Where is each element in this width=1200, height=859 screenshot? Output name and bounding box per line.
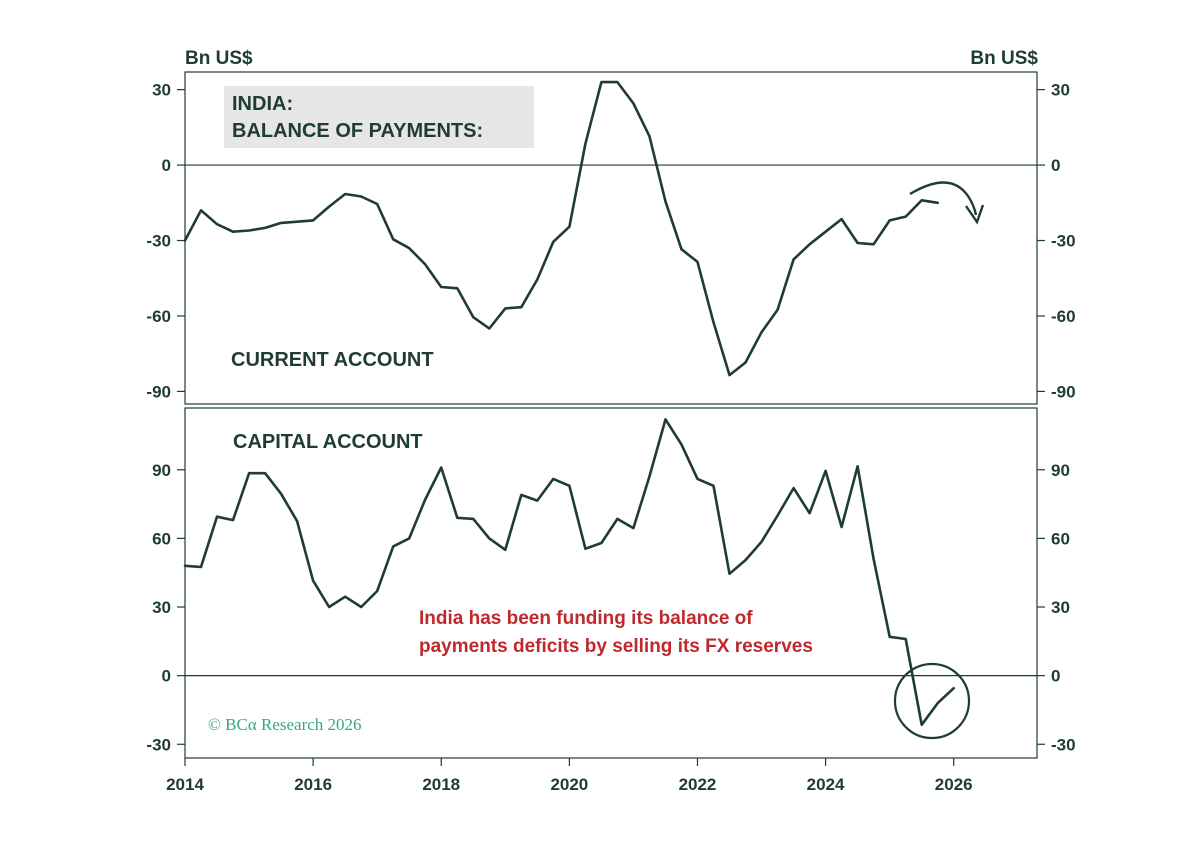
axis-ticks: 30 30 0 0 -30 -30 -60 -60 -90 -90 90 90 60 60 30 30 0 0 -3…: [146, 81, 1075, 794]
x-tick-label: 2020: [550, 775, 588, 794]
y-tick-label-left: 0: [162, 156, 171, 175]
y-tick-label-right: 30: [1051, 81, 1070, 100]
right-unit-label: Bn US$: [970, 48, 1038, 69]
y-tick-label-right: -30: [1051, 735, 1076, 754]
y-tick-label-right: -30: [1051, 232, 1076, 251]
y-tick-label-right: 0: [1051, 156, 1060, 175]
x-tick-label: 2014: [166, 775, 204, 794]
y-tick-label-left: -90: [146, 382, 171, 401]
x-tick-label: 2018: [422, 775, 460, 794]
left-unit-label: Bn US$: [185, 48, 253, 69]
y-tick-label-left: -60: [146, 307, 171, 326]
y-tick-label-right: -60: [1051, 307, 1076, 326]
chart-title-box: [224, 86, 534, 148]
source-credit: © BCα Research 2026: [208, 715, 362, 734]
annotation-line-2: payments deficits by selling its FX rese…: [419, 636, 813, 657]
y-tick-label-left: 0: [162, 667, 171, 686]
x-tick-label: 2026: [935, 775, 973, 794]
series-lines: [183, 80, 956, 727]
y-tick-label-left: 60: [152, 529, 171, 548]
y-tick-label-right: 60: [1051, 529, 1070, 548]
y-tick-label-left: 30: [152, 81, 171, 100]
y-tick-label-right: 90: [1051, 461, 1070, 480]
y-tick-label-left: -30: [146, 735, 171, 754]
capital-account-panel: [184, 407, 1038, 759]
chart-title-line-1: INDIA:: [232, 93, 293, 115]
x-tick-label: 2022: [679, 775, 717, 794]
y-tick-label-right: 30: [1051, 598, 1070, 617]
capital-account-label: CAPITAL ACCOUNT: [233, 431, 423, 453]
y-tick-label-left: -30: [146, 232, 171, 251]
trend-arrow-icon: [909, 181, 985, 225]
current-account-line: [183, 80, 940, 377]
y-tick-label-right: -90: [1051, 382, 1076, 401]
highlight-circle-icon: [893, 662, 971, 740]
y-tick-label-left: 90: [152, 461, 171, 480]
chart-title-line-2: BALANCE OF PAYMENTS:: [232, 120, 483, 142]
x-tick-label: 2024: [807, 775, 845, 794]
capital-account-line: [183, 418, 956, 727]
x-tick-label: 2016: [294, 775, 332, 794]
y-tick-label-left: 30: [152, 598, 171, 617]
y-tick-label-right: 0: [1051, 667, 1060, 686]
current-account-label: CURRENT ACCOUNT: [231, 349, 434, 371]
annotation-line-1: India has been funding its balance of: [419, 608, 753, 629]
